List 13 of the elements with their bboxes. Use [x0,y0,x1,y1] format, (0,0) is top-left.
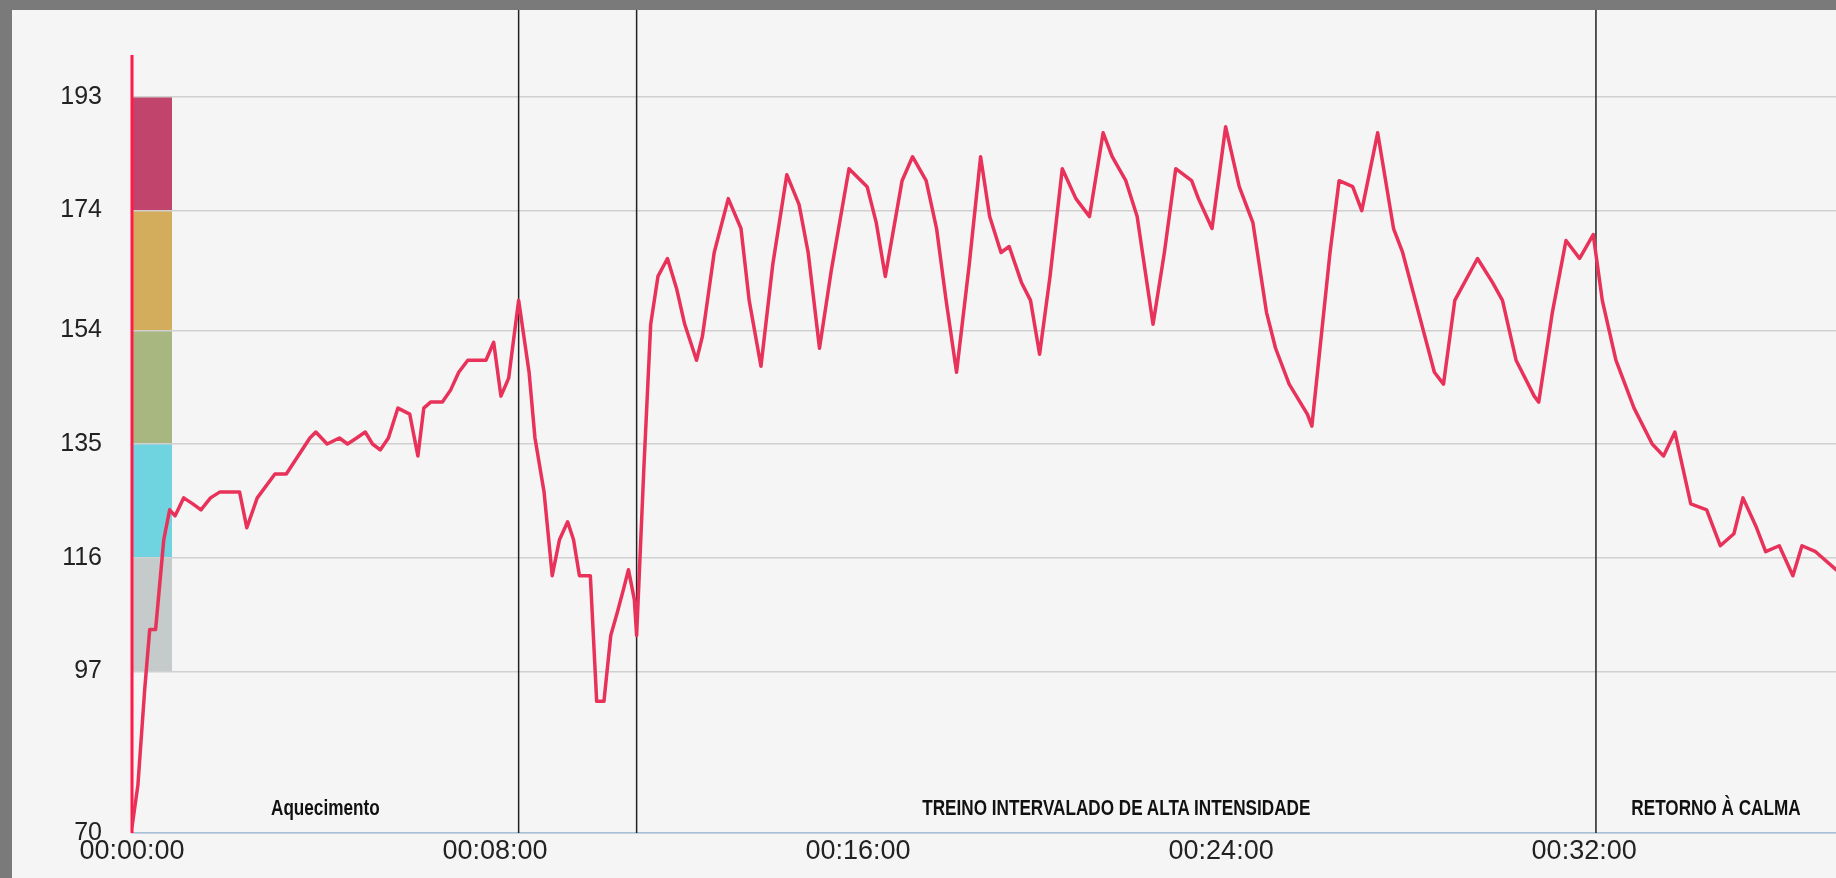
x-tick-label: 00:24:00 [1168,834,1274,865]
y-tick-label: 97 [74,655,102,684]
y-tick-label: 193 [60,80,102,109]
x-tick-label: 00:32:00 [1531,834,1637,865]
x-tick-label: 00:16:00 [805,834,911,865]
y-tick-label: 154 [60,314,103,343]
y-tick-label: 135 [60,427,102,456]
y-tick-label: 174 [60,194,103,223]
x-tick-label: 00:08:00 [442,834,548,865]
annotation: RETORNO À CALMA [1631,794,1801,820]
y-tick-label: 116 [62,541,102,570]
annotation: Aquecimento [271,794,380,820]
annotation: TREINO INTERVALADO DE ALTA INTENSIDADE [922,794,1311,820]
